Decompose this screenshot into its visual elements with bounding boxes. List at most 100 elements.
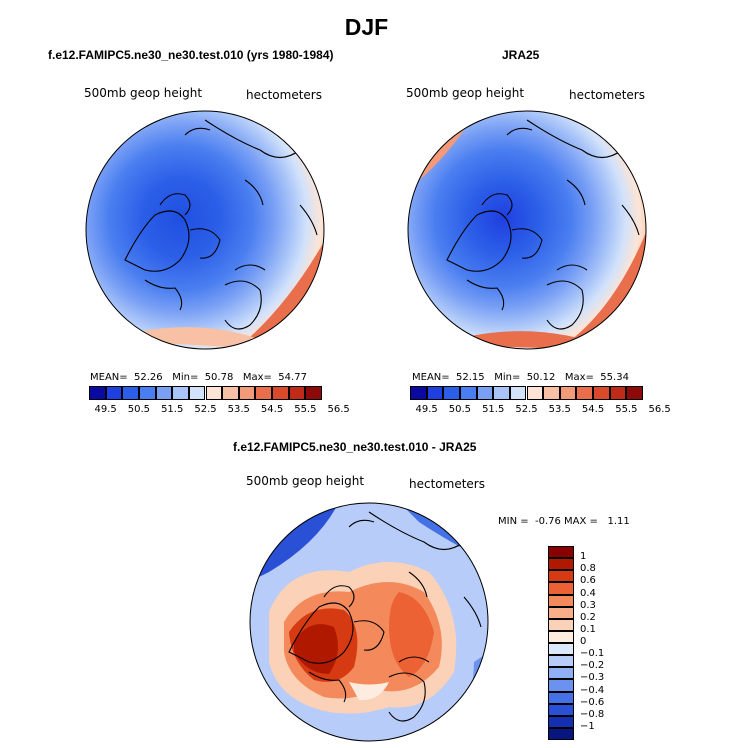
panel-title-obs: JRA25 xyxy=(502,48,540,62)
colorbar-labels-diff: 1 0.8 0.6 0.4 0.3 0.2 0.1 0 −0.1 −0.2 −0.3 −0.4 −0.6… xyxy=(580,546,620,740)
colorbar-tick-label: −0.4 xyxy=(580,684,605,696)
colorbar-cell xyxy=(548,703,574,716)
colorbar-cell xyxy=(548,667,574,680)
panel-title-model: f.e12.FAMIPC5.ne30_ne30.test.010 (yrs 19… xyxy=(48,48,334,62)
min-value: -0.76 xyxy=(534,516,561,527)
colorbar-tick-label: 51.5 xyxy=(482,404,505,415)
mean-value: 52.26 xyxy=(134,372,163,383)
colorbar-tick-label: 49.5 xyxy=(415,404,438,415)
colorbar-tick-label: 56.5 xyxy=(327,404,350,415)
colorbar-tick-label: 0.4 xyxy=(580,587,596,599)
colorbar-cell xyxy=(459,386,477,400)
max-value: 55.34 xyxy=(600,372,629,383)
stats-diff: MIN = -0.76 MAX = 1.11 xyxy=(498,516,630,527)
max-label: Max= xyxy=(564,372,594,383)
main-title: DJF xyxy=(344,14,389,40)
colorbar-tick-label: 51.5 xyxy=(161,404,184,415)
colorbar-obs xyxy=(410,386,643,400)
colorbar-cell xyxy=(188,386,206,400)
colorbar-cell xyxy=(548,618,574,631)
colorbar-cell xyxy=(155,386,173,400)
colorbar-tick-label: 0.2 xyxy=(580,611,596,623)
colorbar-tick-label: 52.5 xyxy=(515,404,538,415)
colorbar-tick-label: −0.2 xyxy=(580,660,605,672)
colorbar-tick-label: 1 xyxy=(580,551,587,563)
colorbar-tick-label: 50.5 xyxy=(127,404,151,415)
colorbar-cell xyxy=(426,386,444,400)
colorbar-tick-label: −0.1 xyxy=(580,648,605,660)
colorbar-cell xyxy=(609,386,627,400)
colorbar-tick-label: 53.5 xyxy=(548,404,571,415)
stats-model: MEAN= 52.26 Min= 50.78 Max= 54.77 xyxy=(90,372,307,383)
colorbar-cell xyxy=(548,691,574,704)
colorbar-cell xyxy=(626,386,643,400)
colorbar-cell xyxy=(548,630,574,643)
colorbar-cell xyxy=(172,386,189,400)
colorbar-cell xyxy=(305,386,322,400)
colorbar-cell xyxy=(443,386,460,400)
colorbar-tick-label: −0.6 xyxy=(580,696,605,708)
colorbar-tick-label: −0.3 xyxy=(580,672,605,684)
colorbar-cell xyxy=(138,386,156,400)
colorbar-cell xyxy=(548,546,574,559)
colorbar-cell xyxy=(476,386,494,400)
colorbar-cell xyxy=(205,386,223,400)
colorbar-cell xyxy=(548,570,574,583)
colorbar-tick-label: 0.8 xyxy=(580,563,596,575)
colorbar-cell xyxy=(548,655,574,668)
colorbar-tick-label: 0.3 xyxy=(580,599,596,611)
min-label: Min= xyxy=(172,372,199,383)
colorbar-model xyxy=(89,386,322,400)
units-label-model: hectometers xyxy=(246,88,322,102)
variable-label-model: 500mb geop height xyxy=(84,86,203,100)
colorbar-cell xyxy=(548,715,574,728)
colorbar-cell xyxy=(548,643,574,656)
colorbar-diff xyxy=(548,546,574,740)
colorbar-cell xyxy=(576,386,594,400)
colorbar-cell xyxy=(526,386,544,400)
variable-label-diff: 500mb geop height xyxy=(246,474,365,488)
min-label: MIN = xyxy=(498,516,529,527)
colorbar-tick-label: 56.5 xyxy=(648,404,671,415)
mean-label: MEAN= xyxy=(412,372,450,383)
panel-title-diff: f.e12.FAMIPC5.ne30_ne30.test.010 - JRA25 xyxy=(233,440,477,454)
colorbar-cell xyxy=(105,386,123,400)
stats-obs: MEAN= 52.15 Min= 50.12 Max= 55.34 xyxy=(412,372,629,383)
max-value: 54.77 xyxy=(278,372,307,383)
colorbar-tick-label: −0.8 xyxy=(580,708,605,720)
colorbar-cell xyxy=(255,386,273,400)
mean-value: 52.15 xyxy=(456,372,485,383)
max-label: MAX = xyxy=(564,516,598,527)
colorbar-cell xyxy=(548,558,574,571)
colorbar-cell xyxy=(89,386,106,400)
max-label: Max= xyxy=(242,372,272,383)
colorbar-labels-obs: 49.5 50.5 51.5 52.5 53.5 54.5 55.5 56.5 xyxy=(410,404,671,418)
units-label-diff: hectometers xyxy=(409,477,485,491)
colorbar-tick-label: 54.5 xyxy=(260,404,284,415)
colorbar-tick-label: −1 xyxy=(580,720,595,732)
colorbar-cell xyxy=(222,386,239,400)
polar-map-obs xyxy=(407,110,647,350)
units-label-obs: hectometers xyxy=(569,88,645,102)
colorbar-cell xyxy=(548,679,574,692)
colorbar-tick-label: 49.5 xyxy=(94,404,117,415)
mean-label: MEAN= xyxy=(90,372,128,383)
colorbar-cell xyxy=(593,386,610,400)
colorbar-tick-label: 53.5 xyxy=(227,404,250,415)
colorbar-cell xyxy=(410,386,427,400)
colorbar-cell xyxy=(543,386,560,400)
colorbar-cell xyxy=(548,606,574,619)
colorbar-tick-label: 52.5 xyxy=(194,404,217,415)
min-value: 50.78 xyxy=(204,372,234,383)
colorbar-cell xyxy=(559,386,577,400)
colorbar-cell xyxy=(272,386,289,400)
colorbar-tick-label: 0 xyxy=(580,636,587,647)
colorbar-tick-label: 0.6 xyxy=(580,575,596,587)
colorbar-cell xyxy=(509,386,527,400)
colorbar-tick-label: 50.5 xyxy=(448,404,472,415)
colorbar-tick-label: 55.5 xyxy=(294,404,317,415)
colorbar-cell xyxy=(288,386,306,400)
colorbar-cell xyxy=(238,386,256,400)
variable-label-obs: 500mb geop height xyxy=(406,86,525,100)
min-value: 50.12 xyxy=(526,372,556,383)
